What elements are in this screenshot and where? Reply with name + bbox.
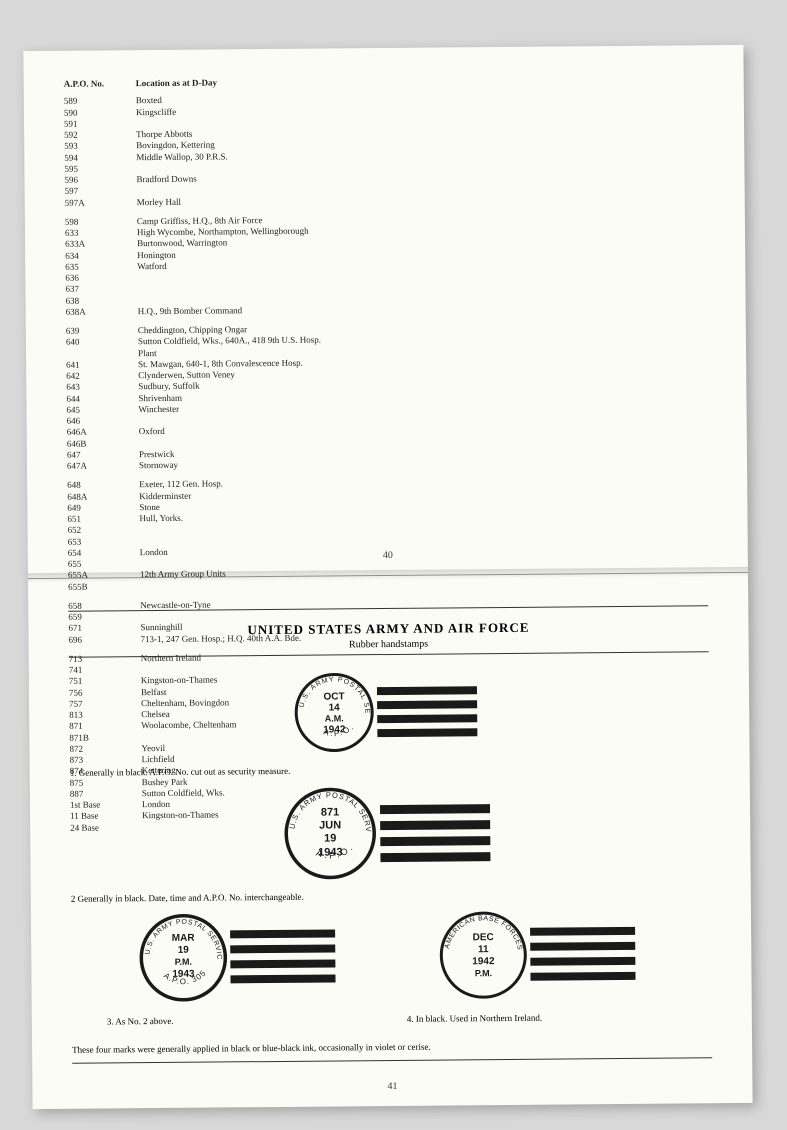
- page-number-right: 41: [387, 1081, 397, 1092]
- postmark-4-svg: AMERICAN BASE FORCES DEC 11 1942 P.M.: [436, 907, 647, 1004]
- page-number-left: 40: [383, 550, 393, 561]
- header-apo: A.P.O. No.: [64, 78, 136, 90]
- apo-number: 637: [65, 283, 137, 295]
- apo-number: 655: [68, 558, 140, 570]
- apo-number: 652: [68, 524, 140, 536]
- apo-number: 633: [65, 227, 137, 239]
- caption-1: 1. Generally in black. A.P.O. No. cut ou…: [70, 762, 710, 778]
- apo-number: 635: [65, 261, 137, 273]
- caption-3: 3. As No. 2 above.: [107, 1014, 377, 1026]
- caption-pair: 3. As No. 2 above. 4. In black. Used in …: [72, 1009, 712, 1035]
- header-location: Location as at D-Day: [136, 73, 704, 89]
- svg-text:JUN: JUN: [319, 819, 341, 831]
- svg-text:P.M.: P.M.: [475, 968, 492, 978]
- apo-number: 636: [65, 272, 137, 284]
- apo-number: 598: [65, 216, 137, 228]
- apo-number: 642: [66, 370, 138, 382]
- apo-number: 595: [64, 163, 136, 175]
- svg-text:11: 11: [478, 944, 489, 955]
- apo-number: 593: [64, 140, 136, 152]
- apo-number: 647A: [67, 460, 139, 472]
- svg-text:A.M.: A.M.: [325, 713, 344, 723]
- caption-2: 2 Generally in black. Date, time and A.P…: [71, 888, 711, 904]
- apo-number: 646B: [67, 438, 139, 450]
- top-rule: [68, 605, 708, 612]
- apo-number: 594: [64, 152, 136, 164]
- postmark-2-svg: U.S. ARMY POSTAL SERVICE A.P.O. 871 JUN …: [280, 782, 501, 884]
- svg-text:1943: 1943: [172, 969, 195, 980]
- svg-text:P.M.: P.M.: [175, 957, 192, 967]
- svg-text:1942: 1942: [323, 724, 346, 735]
- svg-text:OCT: OCT: [323, 691, 344, 702]
- apo-table-header: A.P.O. No. Location as at D-Day: [64, 73, 704, 90]
- postmark-pair: U.S. ARMY POSTAL SERVICE A.P.O. 305 MAR …: [71, 906, 712, 1007]
- apo-number: 644: [66, 393, 138, 405]
- svg-text:14: 14: [329, 702, 341, 713]
- apo-number: 643: [66, 381, 138, 393]
- apo-number: 638A: [66, 306, 138, 318]
- bottom-rule: [72, 1057, 712, 1064]
- apo-number: 651: [67, 513, 139, 525]
- apo-number: 647: [67, 449, 139, 461]
- postmark-2: U.S. ARMY POSTAL SERVICE A.P.O. 871 JUN …: [70, 780, 711, 886]
- apo-number: 597: [65, 185, 137, 197]
- apo-number: 653: [68, 536, 140, 548]
- apo-number: 646A: [67, 426, 139, 438]
- svg-text:DEC: DEC: [473, 932, 494, 943]
- apo-number: 590: [64, 107, 136, 119]
- apo-number: 597A: [65, 197, 137, 209]
- apo-number: 640: [66, 336, 138, 348]
- apo-number: 648: [67, 479, 139, 491]
- footnote: These four marks were generally applied …: [72, 1039, 712, 1055]
- svg-text:19: 19: [324, 832, 336, 844]
- svg-text:871: 871: [321, 806, 339, 818]
- apo-number: 654: [68, 547, 140, 559]
- postmark-1: U.S. ARMY POSTAL SERVICE A.P.O. OCT 14 A…: [69, 664, 710, 760]
- book-spread: A.P.O. No. Location as at D-Day 589Boxte…: [23, 45, 752, 1109]
- apo-number: 645: [66, 404, 138, 416]
- page-right: UNITED STATES ARMY AND AIR FORCE Rubber …: [28, 573, 753, 1109]
- caption-4: 4. In black. Used in Northern Ireland.: [407, 1011, 677, 1023]
- apo-number: 633A: [65, 238, 137, 250]
- svg-text:MAR: MAR: [172, 933, 196, 944]
- apo-number: 648A: [67, 491, 139, 503]
- svg-text:1942: 1942: [472, 956, 495, 967]
- apo-number: 646: [67, 415, 139, 427]
- title-under-rule: [69, 651, 709, 658]
- page-left: A.P.O. No. Location as at D-Day 589Boxte…: [23, 45, 748, 579]
- postmark-3-svg: U.S. ARMY POSTAL SERVICE A.P.O. 305 MAR …: [136, 909, 347, 1006]
- apo-number: 649: [67, 502, 139, 514]
- apo-number: 641: [66, 359, 138, 371]
- apo-number: [66, 348, 138, 360]
- apo-number: 589: [64, 95, 136, 107]
- apo-number: 638: [66, 295, 138, 307]
- apo-number: 591: [64, 118, 136, 130]
- svg-text:1943: 1943: [318, 846, 343, 858]
- postmark-1-svg: U.S. ARMY POSTAL SERVICE A.P.O. OCT 14 A…: [289, 666, 490, 758]
- apo-number: 596: [64, 174, 136, 186]
- apo-number: 639: [66, 325, 138, 337]
- apo-number: 634: [65, 250, 137, 262]
- apo-number: 592: [64, 129, 136, 141]
- svg-text:19: 19: [178, 945, 190, 956]
